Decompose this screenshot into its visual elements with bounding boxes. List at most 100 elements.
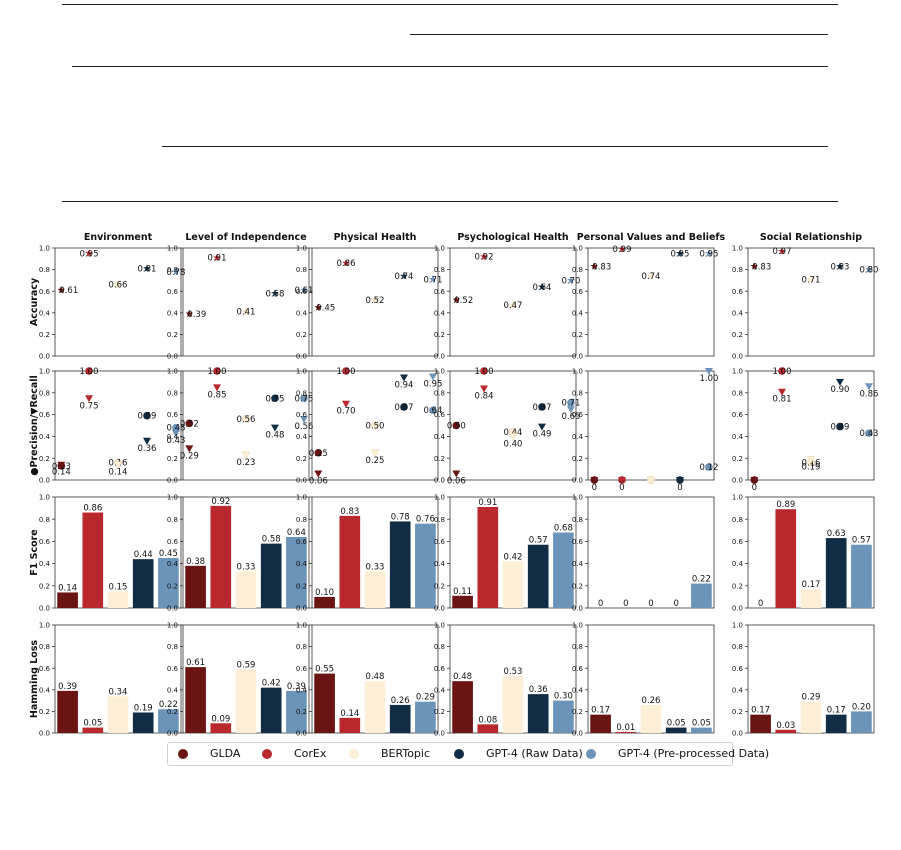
- y-tick-label: 0.0: [39, 477, 50, 485]
- panel-hamming-loss-1: 0.0 0.2 0.4 0.6 0.8 1.0 0.39 0.05 0.34 0.19 0.22: [39, 622, 182, 738]
- recall-label: 0.84: [475, 391, 494, 401]
- accuracy-label: 0.74: [642, 272, 661, 282]
- y-tick-label: 0.4: [732, 686, 744, 694]
- hamming-bar: [158, 709, 179, 733]
- recall-label: 0.40: [504, 439, 523, 449]
- y-tick-label: 0.6: [434, 288, 446, 296]
- accuracy-marker: [705, 249, 713, 257]
- precision-marker: [241, 414, 251, 424]
- precision-label: 0.67: [533, 403, 552, 413]
- hamming-label: 0.26: [391, 696, 410, 706]
- accuracy-marker: [57, 286, 66, 294]
- recall-marker: [778, 388, 787, 396]
- f1-label: 0: [673, 599, 678, 609]
- f1-label: 0: [758, 599, 763, 609]
- f1-label: 0: [648, 599, 653, 609]
- f1-label: 0.89: [776, 500, 795, 510]
- recall-marker: [57, 461, 66, 469]
- hamming-label: 0.17: [751, 706, 770, 716]
- precision-label: 0.59: [138, 412, 157, 422]
- y-tick-label: 1.0: [39, 368, 50, 376]
- f1-bar: [452, 595, 473, 608]
- recall-marker: [85, 395, 94, 403]
- f1-label: 0: [623, 599, 628, 609]
- precision-label: 0.75: [294, 394, 313, 404]
- hamming-bar: [640, 704, 662, 733]
- y-tick-label: 0.4: [572, 433, 584, 441]
- recall-label: 0.14: [109, 468, 128, 478]
- y-tick-label: 0.0: [167, 605, 178, 613]
- panel-precision-recall-4: 0.0 0.2 0.4 0.6 0.8 1.0 0.50 1.00 0.44 0.67 0.71 0.…: [434, 367, 581, 486]
- y-tick-label: 0.0: [296, 730, 307, 738]
- y-tick-label: 1.0: [296, 245, 307, 253]
- recall-marker: [299, 415, 308, 423]
- accuracy-label: 0.80: [859, 266, 878, 276]
- hamming-label: 0.03: [776, 721, 795, 731]
- legend-item: CorEx: [262, 747, 326, 760]
- y-tick-label: 0.8: [167, 516, 178, 524]
- recall-marker: [270, 424, 279, 432]
- accuracy-marker: [618, 245, 626, 253]
- y-tick-label: 0.2: [39, 582, 50, 590]
- y-tick-label: 0.2: [572, 708, 583, 716]
- precision-marker: [836, 422, 844, 431]
- accuracy-label: 0.70: [561, 276, 580, 286]
- legend-swatch-corex: [262, 748, 272, 759]
- y-tick-label: 0.8: [572, 266, 583, 274]
- accuracy-label: 0.95: [699, 249, 718, 259]
- f1-bar: [82, 512, 104, 608]
- accuracy-label: 0.61: [294, 286, 313, 296]
- axes-frame: [54, 370, 182, 481]
- y-tick-label: 0.6: [167, 665, 179, 673]
- recall-label: 0.94: [395, 381, 414, 391]
- panel-precision-recall-1: 0.00.20.40.60.81.00.131.000.160.590.480.…: [39, 367, 186, 485]
- y-tick-label: 1.0: [39, 245, 50, 253]
- accuracy-label: 0.81: [138, 265, 157, 275]
- panel-hamming-loss-6: 0.0 0.2 0.4 0.6 0.8 1.0 0.17 0.03 0.29 0.17 0.20: [732, 622, 875, 738]
- precision-marker: [452, 421, 461, 430]
- y-tick-label: 1.0: [167, 622, 178, 630]
- hamming-bar: [750, 714, 771, 733]
- hamming-bar: [825, 714, 847, 733]
- y-tick-label: 0.8: [167, 643, 178, 651]
- accuracy-marker: [143, 264, 151, 272]
- hamming-label: 0.19: [134, 703, 153, 713]
- hamming-label: 0.59: [237, 660, 256, 670]
- y-tick-label: 0.8: [572, 643, 583, 651]
- hamming-label: 0.39: [287, 682, 306, 692]
- legend-label: GPT-4 (Pre-processed Data): [618, 747, 770, 760]
- y-tick-label: 0.6: [167, 538, 179, 546]
- accuracy-label: 0.71: [423, 275, 442, 285]
- table-rule-2: [410, 34, 828, 35]
- y-tick-label: 0.0: [732, 730, 743, 738]
- accuracy-label: 0.47: [504, 301, 523, 311]
- table-rule-3: [72, 66, 828, 67]
- y-tick-label: 0.4: [39, 560, 51, 568]
- recall-label: 0.65: [561, 412, 580, 422]
- f1-label: 0.10: [315, 588, 334, 598]
- y-tick-label: 1.0: [167, 494, 178, 502]
- recall-label: 0.43: [166, 436, 185, 446]
- accuracy-label: 0.78: [166, 268, 185, 278]
- accuracy-marker: [676, 249, 684, 257]
- hamming-label: 0.29: [802, 693, 821, 703]
- f1-bar: [800, 589, 822, 608]
- y-tick-label: 1.0: [732, 368, 743, 376]
- f1-label: 0.33: [366, 562, 385, 572]
- y-tick-label: 0.4: [572, 686, 584, 694]
- f1-bar: [210, 505, 232, 608]
- legend-item: GPT-4 (Pre-processed Data): [586, 747, 769, 760]
- f1-bar: [339, 515, 361, 608]
- precision-marker: [370, 421, 380, 430]
- y-tick-label: 0.0: [572, 353, 583, 361]
- y-tick-label: 0.2: [167, 582, 178, 590]
- y-tick-label: 0.6: [572, 538, 584, 546]
- precision-label: 0.50: [447, 422, 466, 432]
- accuracy-label: 0.58: [266, 289, 285, 299]
- f1-label: 0.42: [504, 552, 523, 562]
- panel-accuracy-6: 0.00.20.40.60.81.00.830.970.710.83 0.80: [732, 245, 879, 361]
- recall-label: 0.19: [802, 462, 821, 472]
- y-tick-label: 1.0: [39, 622, 50, 630]
- hamming-label: 0.05: [692, 719, 711, 729]
